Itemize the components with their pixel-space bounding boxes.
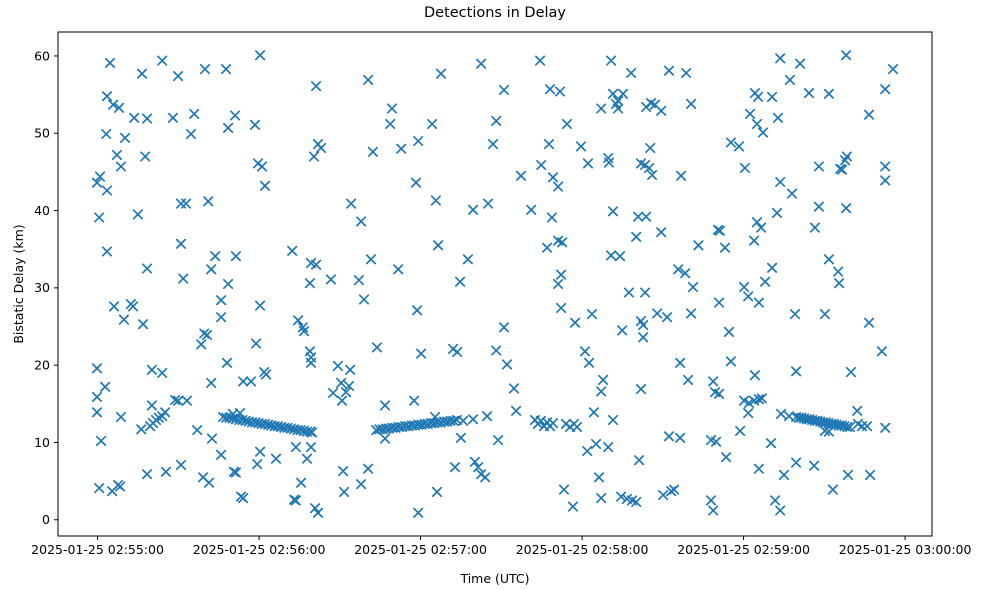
y-tick-label: 0 xyxy=(42,512,50,527)
y-tick-label: 40 xyxy=(34,203,50,218)
x-tick-label: 2025-01-25 02:57:00 xyxy=(354,542,487,557)
x-tick-label: 2025-01-25 02:55:00 xyxy=(31,542,164,557)
x-axis-label: Time (UTC) xyxy=(460,571,530,586)
y-tick-label: 10 xyxy=(34,435,50,450)
y-tick-label: 50 xyxy=(34,126,50,141)
y-tick-label: 60 xyxy=(34,48,50,63)
scatter-markers xyxy=(91,50,899,518)
chart-title: Detections in Delay xyxy=(423,5,566,21)
y-tick-label: 30 xyxy=(34,280,50,295)
y-tick-label: 20 xyxy=(34,357,50,372)
x-tick-label: 2025-01-25 02:56:00 xyxy=(193,542,326,557)
x-tick-label: 2025-01-25 02:58:00 xyxy=(516,542,649,557)
x-tick-label: 2025-01-25 03:00:00 xyxy=(839,542,972,557)
plot-area xyxy=(57,31,933,537)
x-tick-label: 2025-01-25 02:59:00 xyxy=(677,542,810,557)
